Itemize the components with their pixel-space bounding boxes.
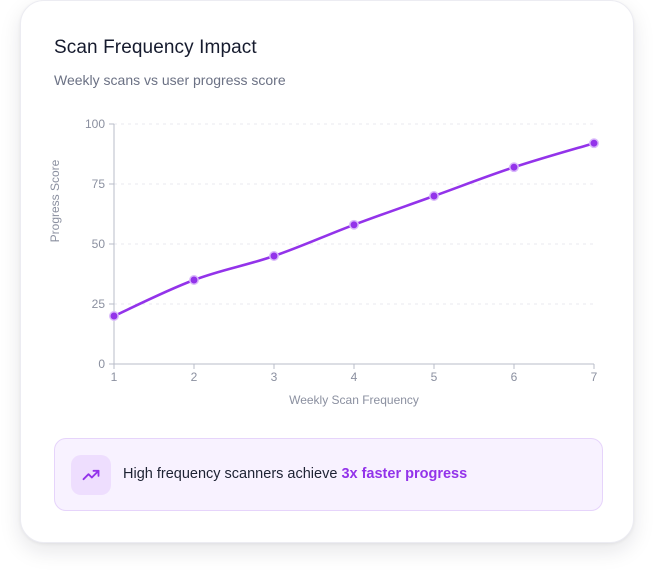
data-point-1[interactable] — [109, 311, 119, 321]
insight-highlight: 3x faster progress — [341, 466, 468, 482]
insight-text-prefix: High frequency scanners achieve — [123, 466, 342, 482]
grid-lines — [114, 123, 594, 305]
data-point-4[interactable] — [349, 219, 359, 230]
data-point-3[interactable] — [269, 251, 279, 261]
chart-card: Scan Frequency Impact Weekly scans vs us… — [20, 0, 634, 543]
x-tick-label-3: 3 — [271, 370, 278, 384]
y-tick-label-75: 75 — [92, 177, 106, 191]
line-chart: 0 25 50 75 100 1 2 3 4 5 6 7 Progress Score Weekly… — [48, 117, 599, 407]
data-point-7[interactable] — [589, 138, 599, 149]
x-axis-label: Weekly Scan Frequency — [289, 393, 419, 407]
x-tick-label-7: 7 — [591, 370, 598, 384]
trending-up-icon — [71, 455, 111, 495]
series-progress — [109, 138, 599, 321]
chart-subtitle: Weekly scans vs user progress score — [54, 72, 286, 88]
x-tick-label-2: 2 — [191, 370, 198, 384]
data-point-2[interactable] — [189, 275, 199, 285]
insight-callout: High frequency scanners achieve 3x faste… — [54, 438, 603, 511]
data-point-5[interactable] — [429, 191, 439, 201]
chart-title: Scan Frequency Impact — [54, 37, 257, 58]
x-tick-label-1: 1 — [111, 370, 118, 384]
data-point-6[interactable] — [509, 162, 519, 173]
y-tick-label-0: 0 — [98, 357, 105, 371]
y-axis-label: Progress Score — [48, 159, 62, 242]
axes — [109, 123, 595, 369]
y-tick-label-50: 50 — [92, 237, 106, 251]
x-tick-label-5: 5 — [431, 370, 438, 384]
x-tick-label-4: 4 — [351, 370, 358, 384]
y-tick-label-100: 100 — [85, 117, 105, 131]
x-tick-label-6: 6 — [511, 370, 518, 384]
y-tick-label-25: 25 — [92, 297, 106, 311]
y-tick-labels: 0 25 50 75 100 — [85, 117, 105, 371]
x-tick-labels: 1 2 3 4 5 6 7 — [111, 370, 598, 384]
insight-text: High frequency scanners achieve 3x faste… — [123, 466, 467, 482]
